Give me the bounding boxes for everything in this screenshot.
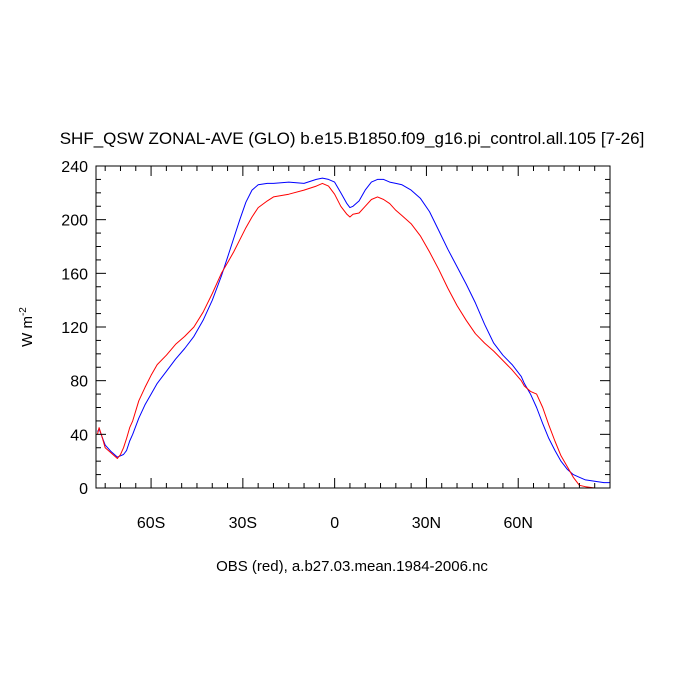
y-axis-label-main: W m: [19, 316, 36, 347]
y-tick-label: 240: [61, 159, 88, 176]
x-tick-label: 30N: [412, 515, 441, 532]
x-tick-label: 60S: [137, 515, 165, 532]
x-tick-label: 60N: [504, 515, 533, 532]
y-tick-label: 120: [61, 320, 88, 337]
plot-area: [97, 177, 610, 489]
y-tick-label: 0: [79, 481, 88, 498]
chart-title: SHF_QSW ZONAL-AVE (GLO) b.e15.B1850.f09_…: [60, 129, 645, 148]
x-tick-label: 30S: [229, 515, 257, 532]
y-tick-label: 200: [61, 213, 88, 230]
y-tick-label: 80: [70, 374, 88, 391]
y-tick-label: 40: [70, 427, 88, 444]
series-line-obs: [97, 182, 610, 489]
x-tick-label: 0: [330, 515, 339, 532]
y-axis-label-superscript: -2: [18, 307, 29, 316]
plot-frame: [95, 165, 611, 489]
series-line-model: [97, 177, 610, 484]
y-axis-label: W m-2: [18, 307, 36, 347]
y-tick-label: 160: [61, 266, 88, 283]
x-axis-label: OBS (red), a.b27.03.mean.1984-2006.nc: [216, 558, 488, 575]
